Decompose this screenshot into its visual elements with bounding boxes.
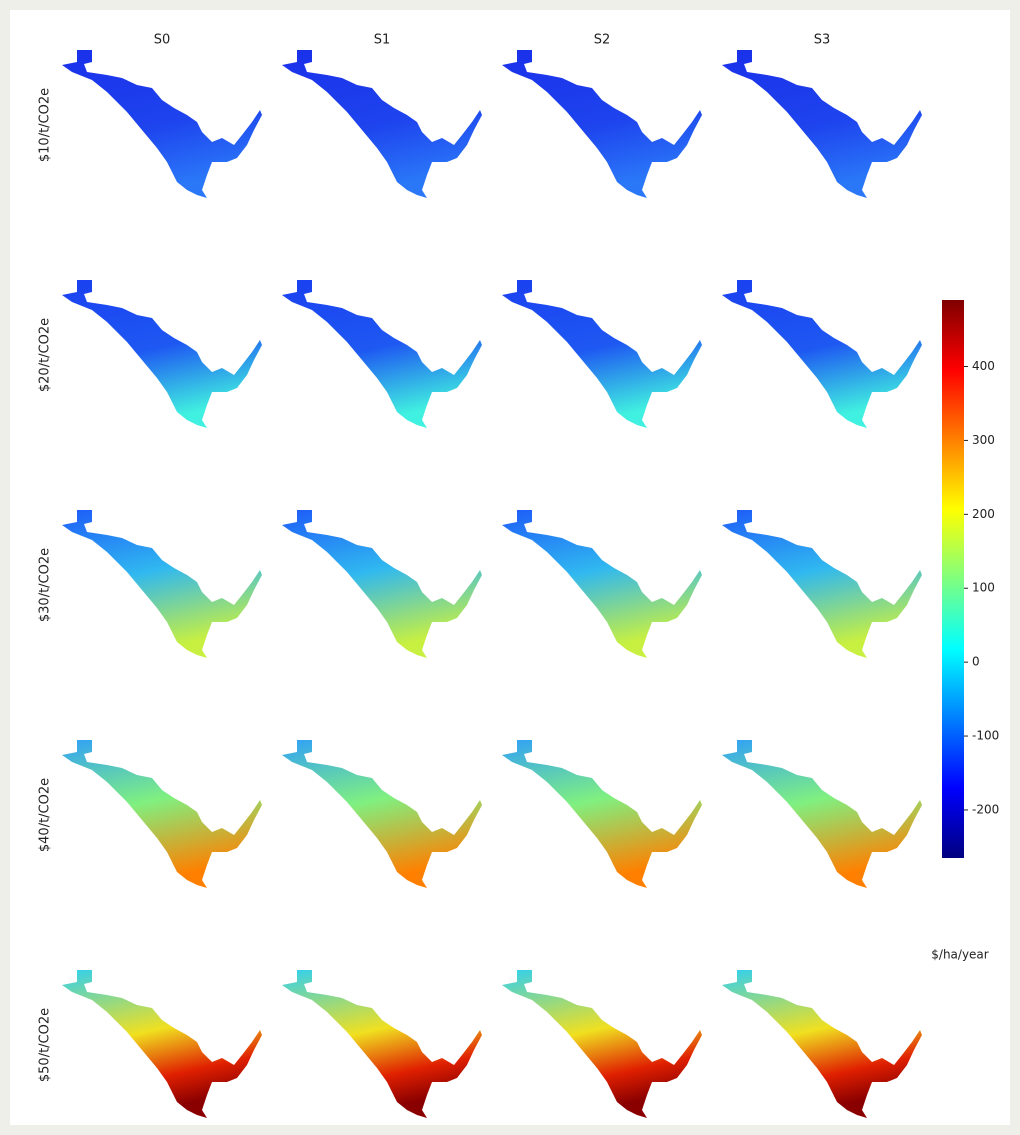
row-label: $10/t/CO2e (38, 88, 53, 162)
row-label: $40/t/CO2e (38, 778, 53, 852)
column-label: S0 (154, 33, 171, 48)
colorbar-tick-label: 100 (972, 581, 995, 595)
colorbar-tick-label: 0 (972, 655, 980, 669)
row-label: $30/t/CO2e (38, 548, 53, 622)
colorbar-tick-label: -200 (972, 802, 999, 816)
colorbar-tick-label: -100 (972, 729, 999, 743)
column-label: S1 (374, 33, 391, 48)
row-label: $50/t/CO2e (38, 1008, 53, 1082)
column-label: S3 (814, 33, 831, 48)
colorbar-tick-label: 200 (972, 507, 995, 521)
figure-background (10, 10, 1010, 1125)
colorbar-tick-label: 400 (972, 359, 995, 373)
colorbar (942, 300, 964, 858)
colorbar-tick-label: 300 (972, 433, 995, 447)
row-label: $20/t/CO2e (38, 318, 53, 392)
column-label: S2 (594, 33, 611, 48)
colorbar-label: $/ha/year (931, 948, 989, 962)
